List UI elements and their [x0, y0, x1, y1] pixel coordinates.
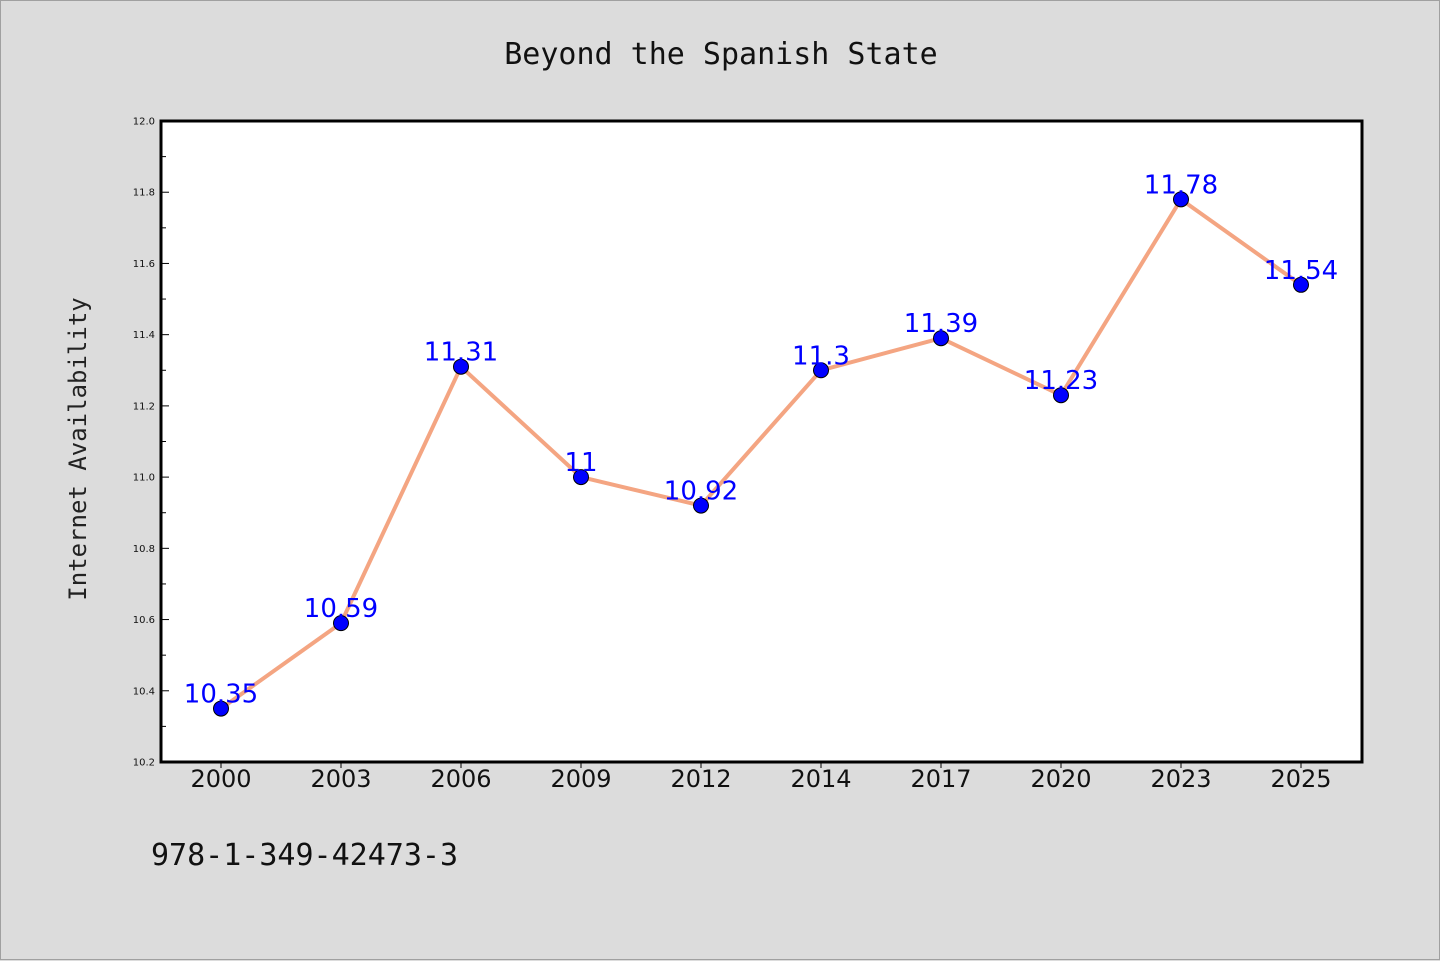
- data-label: 11.78: [1144, 170, 1218, 200]
- data-point-marker: [213, 700, 229, 717]
- y-tick-label: 10.2: [133, 758, 155, 769]
- data-label: 11.3: [792, 341, 850, 371]
- y-tick-label: 11.0: [133, 473, 155, 484]
- data-point-marker: [453, 358, 469, 375]
- footer-text: 978-1-349-42473-3: [151, 838, 458, 873]
- y-axis: 10.2 10.4 10.6 10.8 11.0 11.2 11.4 11.6 11.8 12.0: [133, 117, 169, 769]
- x-tick-label: 2017: [910, 765, 971, 793]
- y-tick-label: 11.6: [133, 259, 155, 270]
- data-point-marker: [933, 330, 949, 347]
- data-point-marker: [1173, 191, 1189, 208]
- data-label: 10.92: [664, 477, 738, 507]
- x-tick-label: 2020: [1030, 765, 1091, 793]
- data-label: 10.35: [184, 680, 258, 710]
- y-tick-label: 12.0: [133, 117, 155, 128]
- y-tick-label: 11.4: [133, 330, 155, 341]
- plot-frame: [159, 119, 1364, 764]
- x-tick-label: 2014: [790, 765, 851, 793]
- x-tick-label: 2006: [430, 765, 491, 793]
- data-labels: 10.35 10.59 11.31 11 10.92 11.3 11.39 11.23 11.7…: [184, 170, 1338, 709]
- data-point-marker: [1053, 387, 1069, 404]
- data-label: 11.54: [1264, 256, 1338, 286]
- plot-area: [161, 121, 1362, 762]
- data-point-marker: [1293, 276, 1309, 293]
- data-label: 11.31: [424, 338, 498, 368]
- data-point-marker: [333, 615, 349, 632]
- data-point-marker: [693, 497, 709, 514]
- x-tick-label: 2025: [1270, 765, 1331, 793]
- x-tick-label: 2003: [310, 765, 371, 793]
- y-axis-label: Internet Availability: [64, 297, 92, 600]
- series-line-group: [213, 191, 1309, 717]
- y-tick-label: 10.6: [133, 615, 155, 626]
- series-line: [219, 197, 1303, 711]
- data-label: 11.23: [1024, 366, 1098, 396]
- y-tick-label: 10.4: [133, 686, 155, 697]
- y-tick-label: 11.8: [133, 188, 155, 199]
- data-label: 11.39: [904, 309, 978, 339]
- y-tick-label: 10.8: [133, 544, 155, 555]
- x-tick-label: 2023: [1150, 765, 1211, 793]
- x-tick-label: 2012: [670, 765, 731, 793]
- chart-title: Beyond the Spanish State: [504, 37, 937, 72]
- data-point-marker: [573, 469, 589, 486]
- data-point-marker: [813, 362, 829, 379]
- data-label: 10.59: [304, 594, 378, 624]
- data-label: 11: [564, 448, 597, 478]
- x-tick-label: 2000: [190, 765, 251, 793]
- x-axis: 2000 2003 2006 2009 2012 2014 2017 2020 2023 2025: [190, 762, 1332, 793]
- x-tick-label: 2009: [550, 765, 611, 793]
- y-tick-label: 11.2: [133, 401, 155, 412]
